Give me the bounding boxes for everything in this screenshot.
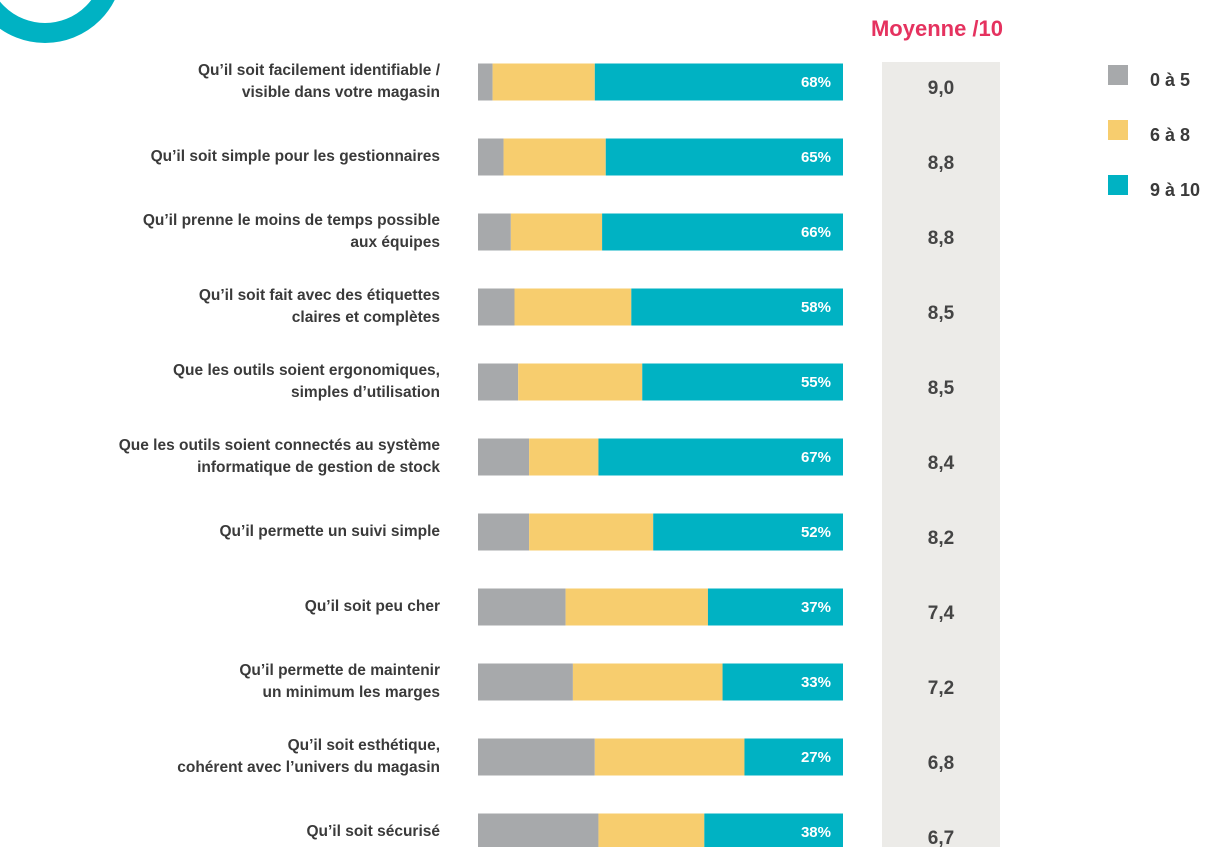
value-label: 33%	[801, 674, 831, 691]
value-label: 65%	[801, 149, 831, 166]
bar-segment	[565, 588, 708, 626]
bar-segment	[478, 63, 493, 101]
bar-segment	[594, 738, 745, 776]
bar-segment	[478, 513, 530, 551]
value-label: 68%	[801, 74, 831, 91]
bar-segment	[478, 813, 599, 847]
average-label: 8,2	[928, 528, 954, 549]
bar-segment	[598, 438, 843, 476]
category-label: Que les outils soient connectés au systè…	[119, 437, 441, 454]
category-label: informatique de gestion de stock	[197, 459, 440, 476]
bar-segment	[510, 213, 603, 251]
value-label: 38%	[801, 824, 831, 841]
bar-segment	[602, 213, 843, 251]
bar-segment	[631, 288, 843, 326]
value-label: 66%	[801, 224, 831, 241]
category-label: Qu’il soit facilement identifiable /	[198, 62, 441, 79]
bar-segment	[503, 138, 606, 176]
bar-segment	[478, 288, 515, 326]
bar-segment	[478, 438, 530, 476]
bar-segment	[704, 813, 843, 847]
bar-segment	[514, 288, 632, 326]
value-label: 55%	[801, 374, 831, 391]
category-label: aux équipes	[350, 234, 440, 251]
average-label: 6,8	[928, 753, 954, 774]
legend-swatch	[1108, 65, 1128, 85]
legend-label: 0 à 5	[1150, 70, 1190, 90]
category-label: Qu’il soit peu cher	[305, 598, 440, 615]
category-label: claires et complètes	[292, 309, 440, 326]
average-label: 9,0	[928, 78, 954, 99]
category-label: visible dans votre magasin	[242, 84, 440, 101]
category-label: Qu’il permette de maintenir	[239, 662, 440, 679]
bar-segment	[478, 363, 519, 401]
average-label: 6,7	[928, 828, 954, 847]
bar-segment	[492, 63, 595, 101]
category-label: Que les outils soient ergonomiques,	[173, 362, 440, 379]
category-label: Qu’il soit esthétique,	[288, 737, 440, 754]
average-label: 8,5	[928, 303, 955, 324]
bar-segment	[529, 438, 599, 476]
bar-segment	[707, 588, 843, 626]
average-label: 8,5	[928, 378, 955, 399]
value-label: 67%	[801, 449, 831, 466]
bar-segment	[478, 588, 566, 626]
category-label: cohérent avec l’univers du magasin	[177, 759, 440, 776]
average-label: 8,8	[928, 153, 954, 174]
value-label: 37%	[801, 599, 831, 616]
decoration	[0, 0, 115, 43]
value-label: 27%	[801, 749, 831, 766]
value-label: 52%	[801, 524, 831, 541]
bar-segment	[722, 663, 843, 701]
category-label: Qu’il soit fait avec des étiquettes	[199, 287, 440, 304]
value-label: 58%	[801, 299, 831, 316]
category-label: Qu’il prenne le moins de temps possible	[143, 212, 441, 229]
legend-label: 6 à 8	[1150, 125, 1190, 145]
category-label: Qu’il soit simple pour les gestionnaires	[151, 148, 440, 165]
legend-swatch	[1108, 175, 1128, 195]
bar-segment	[529, 513, 654, 551]
bar-segment	[478, 738, 595, 776]
legend-label: 9 à 10	[1150, 180, 1200, 200]
average-label: 8,4	[928, 453, 955, 474]
bar-segment	[572, 663, 723, 701]
category-label: simples d’utilisation	[291, 384, 440, 401]
bar-segment	[478, 213, 511, 251]
bar-segment	[642, 363, 843, 401]
category-label: Qu’il permette un suivi simple	[220, 523, 441, 540]
bar-segment	[594, 63, 843, 101]
average-label: 8,8	[928, 228, 954, 249]
bar-segment	[653, 513, 843, 551]
average-title: Moyenne /10	[871, 16, 1003, 41]
bar-segment	[478, 138, 504, 176]
bar-segment	[605, 138, 843, 176]
category-label: Qu’il soit sécurisé	[306, 823, 440, 840]
average-label: 7,2	[928, 678, 954, 699]
average-column	[882, 62, 1000, 847]
bar-segment	[518, 363, 643, 401]
average-label: 7,4	[928, 603, 955, 624]
category-label: un minimum les marges	[263, 684, 440, 701]
bar-segment	[478, 663, 573, 701]
bar-segment	[598, 813, 705, 847]
bar-segment	[744, 738, 843, 776]
legend-swatch	[1108, 120, 1128, 140]
